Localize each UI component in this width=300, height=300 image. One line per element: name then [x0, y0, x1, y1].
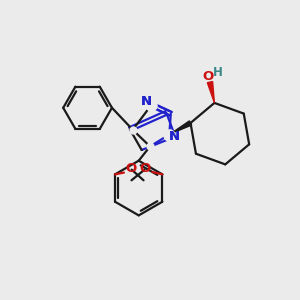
Polygon shape — [171, 121, 192, 134]
Text: N: N — [169, 130, 180, 143]
Text: O: O — [202, 70, 214, 83]
Text: H: H — [213, 66, 223, 79]
Text: N: N — [141, 95, 152, 108]
Text: N: N — [169, 130, 180, 143]
Polygon shape — [207, 82, 214, 103]
Text: N: N — [141, 95, 152, 108]
Text: O: O — [140, 162, 151, 175]
Text: O: O — [125, 162, 137, 175]
